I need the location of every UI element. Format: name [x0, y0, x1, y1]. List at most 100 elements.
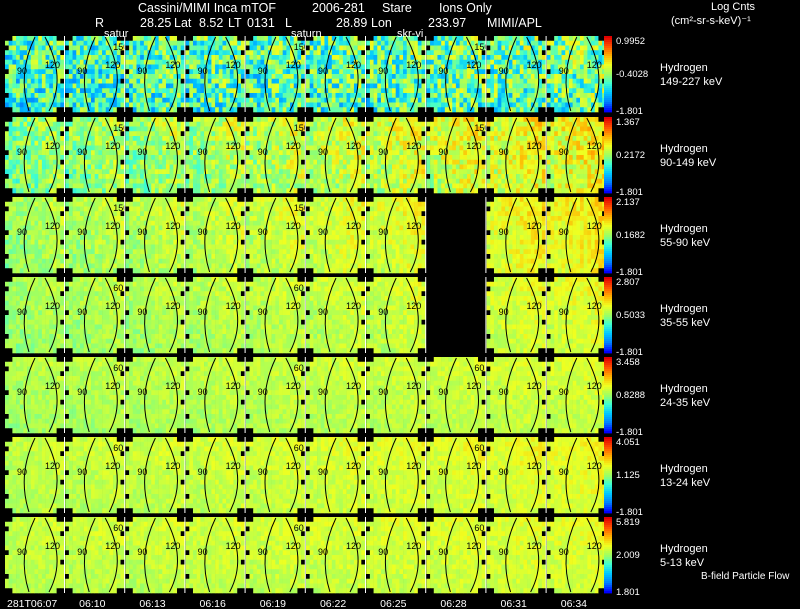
fov-mask-pixel	[125, 117, 130, 123]
heatmap-pixel	[180, 83, 185, 89]
heatmap-pixel	[226, 178, 231, 184]
heatmap-pixel	[192, 126, 197, 132]
heatmap-pixel	[541, 155, 546, 161]
heatmap-pixel	[493, 64, 498, 70]
heatmap-pixel	[226, 40, 231, 46]
heatmap-pixel	[102, 136, 107, 142]
heatmap-pixel	[403, 117, 408, 123]
heatmap-pixel	[331, 159, 336, 165]
heatmap-pixel	[346, 169, 351, 175]
heatmap-pixel	[587, 102, 592, 108]
contour-label: 120	[466, 60, 481, 70]
heatmap-pixel	[459, 136, 464, 142]
fov-mask-pixel	[245, 93, 250, 99]
heatmap-pixel	[523, 117, 528, 123]
heatmap-pixel	[222, 97, 227, 103]
heatmap-pixel	[339, 93, 344, 99]
heatmap-pixel	[455, 93, 460, 99]
heatmap-pixel	[519, 59, 524, 65]
heatmap-pixel	[550, 93, 555, 99]
heatmap-pixel	[377, 150, 382, 156]
heatmap-pixel	[293, 150, 298, 156]
heatmap-pixel	[60, 88, 65, 94]
heatmap-pixel	[56, 55, 61, 61]
heatmap-pixel	[594, 36, 599, 42]
heatmap-pixel	[140, 126, 145, 132]
heatmap-pixel	[256, 121, 261, 127]
bfield-label: B-field Particle Flow	[701, 571, 790, 582]
heatmap-pixel	[60, 140, 65, 146]
heatmap-pixel	[463, 164, 468, 170]
heatmap-pixel	[455, 69, 460, 75]
heatmap-pixel	[478, 78, 483, 84]
heatmap-pixel	[94, 136, 99, 142]
heatmap-pixel	[519, 102, 524, 108]
skr-marker-label: skr-vi	[397, 28, 424, 40]
heatmap-pixel	[410, 117, 415, 123]
heatmap-pixel	[286, 136, 291, 142]
heatmap-pixel	[34, 55, 39, 61]
heatmap-pixel	[452, 117, 457, 123]
heatmap-pixel	[132, 183, 137, 189]
heatmap-pixel	[350, 155, 355, 161]
fov-mask-pixel	[180, 78, 185, 84]
heatmap-pixel	[497, 174, 502, 180]
heatmap-pixel	[204, 121, 209, 127]
heatmap-pixel	[143, 83, 148, 89]
heatmap-pixel	[68, 50, 73, 56]
fov-mask-pixel	[366, 36, 371, 42]
heatmap-pixel	[342, 102, 347, 108]
heatmap-pixel	[306, 145, 310, 151]
heatmap-pixel	[12, 183, 17, 189]
heatmap-pixel	[395, 55, 400, 61]
heatmap-pixel	[45, 121, 50, 127]
heatmap-pixel	[353, 97, 358, 103]
heatmap-pixel	[27, 59, 32, 65]
heatmap-pixel	[328, 83, 333, 89]
heatmap-pixel	[527, 93, 532, 99]
fov-mask-pixel	[541, 36, 546, 42]
heatmap-pixel	[41, 102, 46, 108]
heatmap-pixel	[30, 83, 35, 89]
heatmap-pixel	[380, 121, 385, 127]
heatmap-pixel	[98, 50, 103, 56]
heatmap-pixel	[200, 140, 205, 146]
heatmap-pixel	[598, 93, 603, 99]
heatmap-pixel	[463, 155, 468, 161]
heatmap-pixel	[366, 88, 371, 94]
heatmap-pixel	[158, 183, 163, 189]
heatmap-pixel	[162, 45, 167, 51]
heatmap-pixel	[523, 164, 528, 170]
heatmap-pixel	[98, 183, 103, 189]
heatmap-pixel	[380, 36, 385, 42]
heatmap-pixel	[410, 74, 415, 80]
heatmap-pixel	[113, 74, 118, 80]
heatmap-pixel	[430, 136, 435, 142]
heatmap-pixel	[76, 121, 81, 127]
fov-mask-pixel	[185, 36, 190, 42]
heatmap-pixel	[369, 178, 374, 184]
heatmap-pixel	[505, 107, 510, 113]
heatmap-pixel	[554, 74, 559, 80]
heatmap-pixel	[350, 121, 355, 127]
heatmap-pixel	[12, 78, 17, 84]
heatmap-pixel	[530, 88, 535, 94]
heatmap-pixel	[417, 88, 422, 94]
heatmap-pixel	[470, 97, 475, 103]
heatmap-pixel	[105, 78, 110, 84]
heatmap-pixel	[102, 36, 107, 42]
heatmap-pixel	[229, 131, 234, 137]
heatmap-pixel	[448, 83, 453, 89]
heatmap-pixel	[185, 155, 190, 161]
heatmap-pixel	[215, 69, 220, 75]
heatmap-pixel	[527, 102, 532, 108]
heatmap-pixel	[76, 50, 81, 56]
heatmap-pixel	[154, 145, 159, 151]
heatmap-pixel	[83, 45, 88, 51]
heatmap-pixel	[505, 131, 510, 137]
heatmap-pixel	[27, 69, 32, 75]
fov-mask-pixel	[189, 107, 194, 113]
heatmap-pixel	[271, 74, 276, 80]
heatmap-pixel	[129, 150, 134, 156]
heatmap-pixel	[369, 88, 374, 94]
